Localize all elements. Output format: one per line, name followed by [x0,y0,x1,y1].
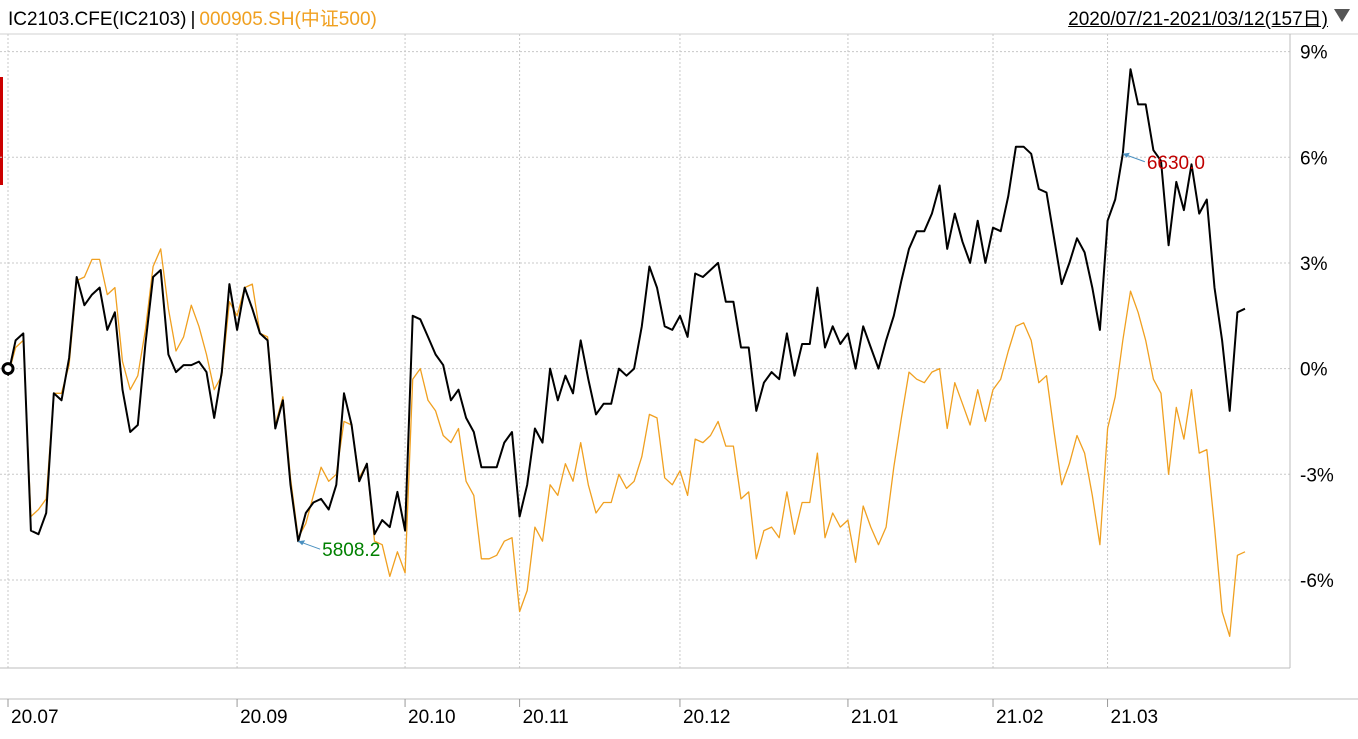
y-tick-label: 3% [1300,254,1328,275]
high-annotation: 6630.0 [1122,152,1205,174]
y-tick-label: 0% [1300,360,1328,381]
legend-separator: | [190,9,196,30]
x-tick-label: 20.11 [523,707,569,728]
grid-lines [0,33,1358,668]
x-tick-label: 20.10 [408,707,456,728]
annotations: 6630.0 5808.2 [1,152,1205,561]
high-annotation-label: 6630.0 [1147,153,1205,174]
series1-legend-label[interactable]: IC2103.CFE(IC2103) [8,9,187,30]
x-tick-label: 20.07 [11,707,59,728]
series2-legend-label[interactable]: 000905.SH(中证500) [199,9,377,30]
y-tick-label: 6% [1300,148,1328,169]
x-tick-label: 20.12 [683,707,731,728]
low-annotation: 5808.2 [297,540,380,561]
y-tick-label: 9% [1300,43,1328,64]
low-annotation-label: 5808.2 [322,540,380,561]
axes: 9% 6% 3% 0% -3% -6% 20.07 20.09 20.10 20.11 20.12 2… [0,34,1358,728]
x-tick-label: 21.01 [851,707,899,728]
annotation-arrowhead [298,540,306,546]
chart-header-legend: IC2103.CFE(IC2103) | 000905.SH(中证500) [8,4,377,31]
x-tick-label: 21.03 [1111,707,1159,728]
annotation-arrowhead [1122,152,1130,158]
origin-marker [1,362,15,376]
date-range-label[interactable]: 2020/07/21-2021/03/12(157日) [1068,9,1328,30]
series-line-ic2103 [7,68,1246,543]
x-tick-label: 21.02 [996,707,1044,728]
series-lines [7,68,1246,637]
position-marker-bar [0,77,3,185]
series-line-csi500 [7,248,1246,637]
y-tick-label: -6% [1300,571,1334,592]
x-tick-label: 20.09 [240,707,288,728]
dropdown-triangle-icon[interactable] [1334,9,1350,22]
y-tick-label: -3% [1300,465,1334,486]
